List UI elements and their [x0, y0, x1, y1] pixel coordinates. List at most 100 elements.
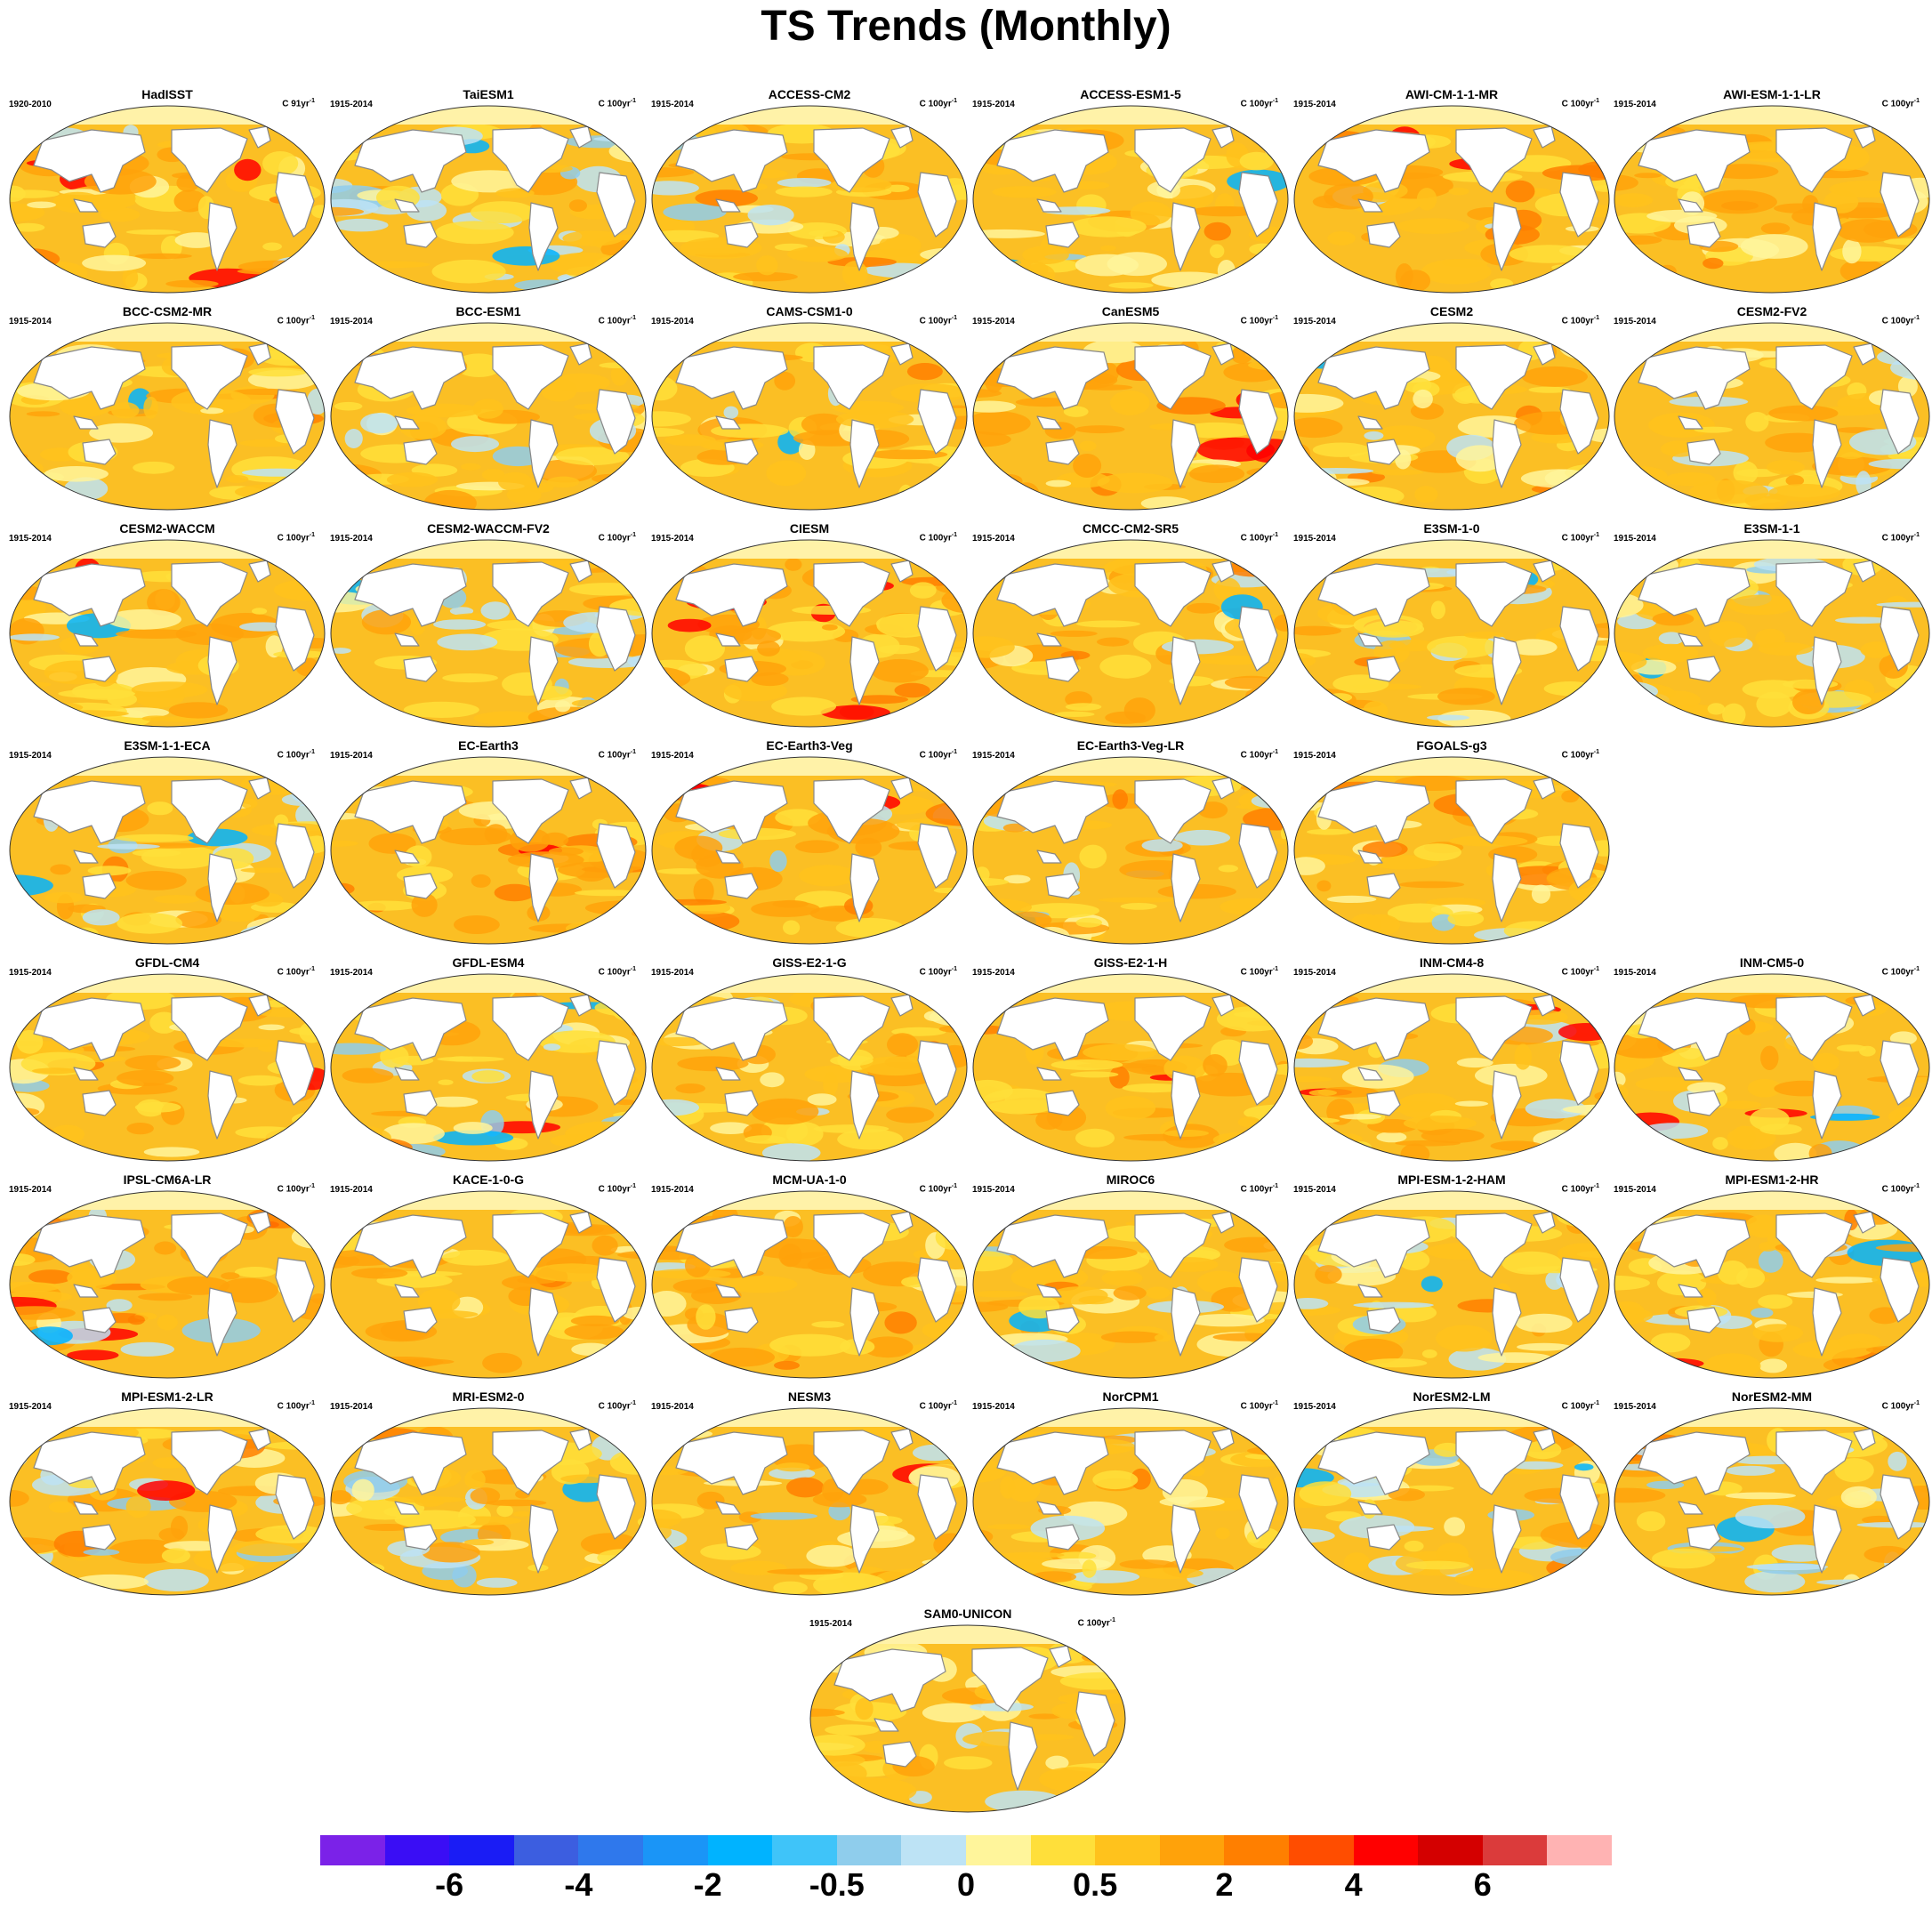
trend-patch	[1154, 1333, 1172, 1342]
trend-patch	[672, 1279, 722, 1293]
africa-land	[596, 606, 636, 672]
trend-patch	[12, 222, 45, 232]
trend-patch	[767, 1568, 844, 1575]
trend-patch	[1733, 461, 1759, 485]
trend-patch	[733, 271, 798, 282]
trend-patch	[775, 1462, 810, 1472]
arctic-band	[1614, 540, 1929, 559]
trend-patch	[894, 682, 930, 698]
trend-patch	[751, 1098, 819, 1125]
trend-patch	[237, 260, 319, 273]
trend-patch	[1746, 1563, 1829, 1571]
trend-patch	[1566, 1569, 1609, 1579]
map-panel: NESM3 1915-2014 C 100yr-1	[649, 1389, 970, 1599]
trend-patch	[237, 1075, 284, 1086]
trend-patch	[234, 1267, 276, 1277]
north-america-land	[1134, 778, 1212, 844]
trend-patch	[1075, 917, 1102, 928]
trend-patch	[813, 1572, 887, 1595]
south-america-land	[528, 1287, 559, 1357]
trend-patch	[1100, 1331, 1164, 1343]
trend-patch	[1550, 1549, 1609, 1566]
map-outline	[1614, 1190, 1930, 1379]
south-america-land	[1812, 636, 1842, 705]
panel-units: C 100yr-1	[1561, 966, 1599, 978]
north-america-land	[1775, 344, 1853, 410]
trend-patch	[1189, 205, 1262, 217]
trend-patch	[1614, 466, 1668, 487]
arctic-band	[1614, 974, 1929, 993]
colorbar-box	[772, 1835, 838, 1865]
trend-patch	[1531, 884, 1551, 904]
africa-land	[275, 1257, 315, 1323]
trend-patch	[1260, 1213, 1288, 1239]
australia-land	[1686, 1090, 1721, 1116]
north-america-land	[492, 778, 569, 844]
greenland-land	[1212, 125, 1235, 149]
africa-land	[1238, 823, 1278, 889]
trend-patch	[922, 1559, 963, 1567]
trend-map	[330, 322, 647, 511]
north-america-land	[1455, 1430, 1533, 1495]
trend-patch	[1141, 1065, 1167, 1073]
greenland-land	[1853, 1428, 1876, 1451]
maritime-continent	[1678, 415, 1703, 430]
trend-patch	[1123, 697, 1155, 723]
trend-patch	[652, 696, 687, 714]
trend-patch	[1353, 1301, 1434, 1309]
trend-patch	[382, 1123, 445, 1144]
trend-patch	[141, 715, 171, 721]
trend-patch	[125, 1495, 151, 1518]
trend-patch	[1026, 1734, 1075, 1741]
map-outline	[9, 973, 326, 1162]
asia-land	[1317, 1431, 1430, 1495]
trend-patch	[1455, 445, 1505, 472]
trend-patch	[527, 706, 610, 727]
trend-patch	[10, 203, 45, 222]
trend-patch	[1294, 489, 1321, 510]
trend-patch	[1042, 1558, 1112, 1570]
panel-period: 1915-2014	[9, 1402, 52, 1412]
trend-patch	[1717, 1261, 1748, 1285]
trend-patch	[931, 692, 967, 705]
trend-map	[330, 105, 647, 294]
panel-title: HadISST	[141, 87, 193, 101]
trend-patch	[147, 801, 173, 816]
map-panel: CIESM 1915-2014 C 100yr-1	[649, 521, 970, 731]
trend-patch	[946, 489, 967, 510]
trend-patch	[1614, 196, 1646, 205]
trend-patch	[1585, 1327, 1609, 1351]
panel-period: 1915-2014	[972, 1185, 1015, 1195]
colorbar-box	[1030, 1835, 1096, 1865]
asia-land	[354, 1214, 467, 1278]
arctic-band	[10, 106, 325, 125]
trend-patch	[1840, 1486, 1877, 1509]
trend-patch	[973, 1291, 1028, 1298]
trend-patch	[1140, 496, 1192, 510]
trend-patch	[312, 996, 325, 1011]
australia-land	[82, 656, 117, 682]
africa-land	[275, 1040, 315, 1106]
trend-patch	[1082, 1559, 1097, 1578]
map-outline	[1293, 1190, 1610, 1379]
australia-land	[1366, 439, 1401, 465]
trend-patch	[285, 705, 305, 726]
trend-patch	[1725, 1492, 1796, 1500]
africa-land	[275, 172, 315, 238]
map-panel: EC-Earth3-Veg 1915-2014 C 100yr-1	[649, 738, 970, 948]
trend-patch	[652, 1428, 712, 1439]
trend-patch	[170, 1515, 189, 1540]
trend-patch	[473, 711, 543, 726]
australia-land	[1686, 1307, 1721, 1333]
asia-land	[354, 997, 467, 1061]
trend-patch	[973, 985, 993, 1012]
panel-period: 1915-2014	[651, 100, 694, 109]
greenland-land	[569, 777, 592, 800]
trend-patch	[822, 624, 838, 631]
map-panel: FGOALS-g3 1915-2014 C 100yr-1	[1292, 738, 1612, 948]
trend-patch	[1600, 1551, 1609, 1575]
trend-map	[651, 973, 968, 1162]
trend-map	[1614, 322, 1930, 511]
trend-patch	[783, 1216, 803, 1237]
trend-patch	[225, 475, 249, 483]
